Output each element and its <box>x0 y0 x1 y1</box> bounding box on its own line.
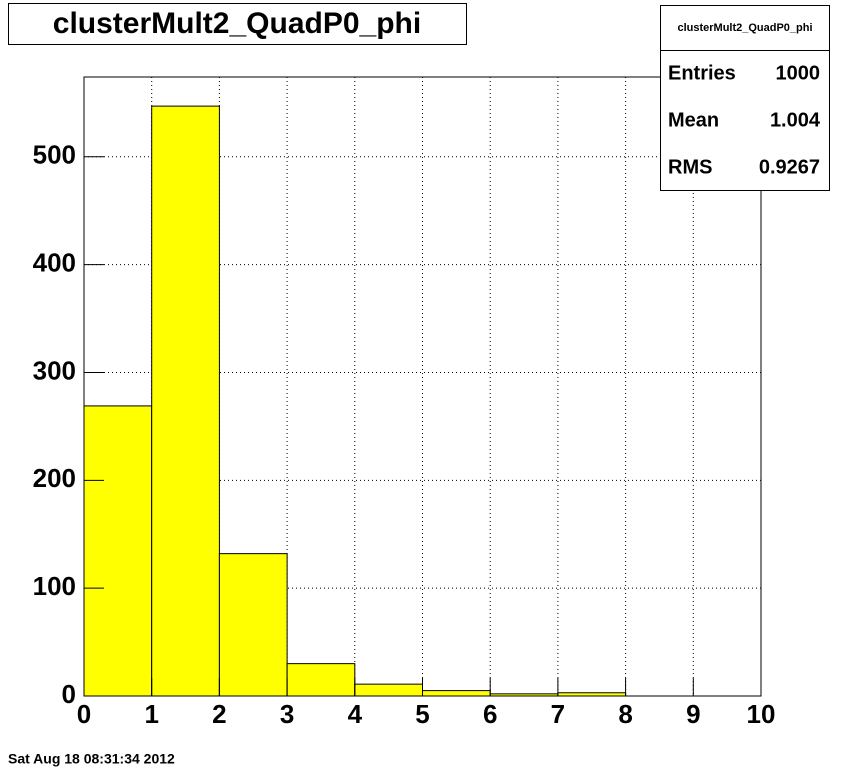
bar <box>151 105 220 697</box>
x-tick-label: 2 <box>212 699 226 729</box>
y-tick-label: 100 <box>33 571 76 601</box>
y-tick-label: 200 <box>33 463 76 493</box>
bar <box>422 690 491 697</box>
y-tick-label: 300 <box>33 355 76 385</box>
x-tick-label: 0 <box>77 699 91 729</box>
stats-rows: Entries 1000 Mean 1.004 RMS 0.9267 <box>668 62 821 178</box>
stats-box <box>660 5 830 191</box>
x-tick-label: 4 <box>348 699 363 729</box>
timestamp: Sat Aug 18 08:31:34 2012 <box>8 751 175 767</box>
x-tick-label: 6 <box>483 699 497 729</box>
y-tick-label: 0 <box>62 679 76 709</box>
bar <box>83 405 153 697</box>
y-tick-label: 500 <box>33 140 76 170</box>
stats-value: 1.004 <box>770 109 821 131</box>
x-tick-label: 7 <box>551 699 565 729</box>
x-tick-label: 8 <box>618 699 632 729</box>
stats-title: clusterMult2_QuadP0_phi <box>677 22 812 34</box>
stats-value: 1000 <box>776 62 821 84</box>
title-box <box>8 3 467 45</box>
stats-value: 0.9267 <box>759 156 820 178</box>
x-tick-label: 9 <box>686 699 700 729</box>
stats-label: RMS <box>668 156 712 178</box>
x-tick-label: 10 <box>747 699 776 729</box>
stats-label: Entries <box>668 62 736 84</box>
bar <box>218 553 288 697</box>
y-tick-label: 400 <box>33 248 76 278</box>
stats-label: Mean <box>668 109 719 131</box>
x-tick-label: 3 <box>280 699 294 729</box>
x-tick-label: 5 <box>415 699 429 729</box>
bar <box>286 663 356 697</box>
x-tick-label: 1 <box>144 699 158 729</box>
bar <box>354 683 423 697</box>
chart-title: clusterMult2_QuadP0_phi <box>53 7 421 40</box>
